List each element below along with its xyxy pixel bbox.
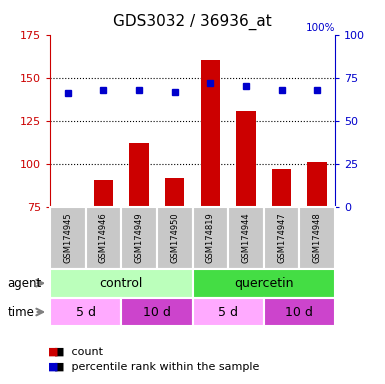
Text: 10 d: 10 d xyxy=(143,306,171,318)
Bar xyxy=(121,298,192,326)
Text: ■: ■ xyxy=(48,362,59,372)
Bar xyxy=(165,178,184,207)
Text: 5 d: 5 d xyxy=(76,306,95,318)
Text: control: control xyxy=(100,277,143,290)
Text: ■  percentile rank within the sample: ■ percentile rank within the sample xyxy=(54,362,259,372)
Bar xyxy=(50,298,121,326)
Text: ■  count: ■ count xyxy=(54,346,103,356)
Text: GSM174947: GSM174947 xyxy=(277,213,286,263)
Bar xyxy=(264,298,335,326)
Bar xyxy=(85,207,121,269)
Text: GSM174948: GSM174948 xyxy=(313,213,321,263)
Bar xyxy=(192,269,335,298)
Text: GSM174819: GSM174819 xyxy=(206,213,215,263)
Bar xyxy=(192,207,228,269)
Bar xyxy=(201,61,220,207)
Text: GSM174950: GSM174950 xyxy=(170,213,179,263)
Bar xyxy=(228,207,264,269)
Text: time: time xyxy=(8,306,35,318)
Text: GSM174946: GSM174946 xyxy=(99,213,108,263)
Bar xyxy=(272,169,291,207)
Text: agent: agent xyxy=(8,277,42,290)
Bar xyxy=(50,207,85,269)
Text: quercetin: quercetin xyxy=(234,277,293,290)
Text: GSM174944: GSM174944 xyxy=(241,213,250,263)
Bar xyxy=(129,144,149,207)
Text: GSM174949: GSM174949 xyxy=(135,213,144,263)
Text: 100%: 100% xyxy=(305,23,335,33)
Bar xyxy=(307,162,327,207)
Bar xyxy=(121,207,157,269)
Bar xyxy=(300,207,335,269)
Text: 5 d: 5 d xyxy=(218,306,238,318)
Bar xyxy=(192,298,264,326)
Bar xyxy=(58,206,78,207)
Bar xyxy=(50,269,192,298)
Bar xyxy=(264,207,300,269)
Text: 10 d: 10 d xyxy=(285,306,313,318)
Text: GSM174945: GSM174945 xyxy=(64,213,72,263)
Bar xyxy=(157,207,192,269)
Text: GDS3032 / 36936_at: GDS3032 / 36936_at xyxy=(113,13,272,30)
Text: ■: ■ xyxy=(48,346,59,356)
Bar xyxy=(94,180,113,207)
Bar xyxy=(236,111,256,207)
